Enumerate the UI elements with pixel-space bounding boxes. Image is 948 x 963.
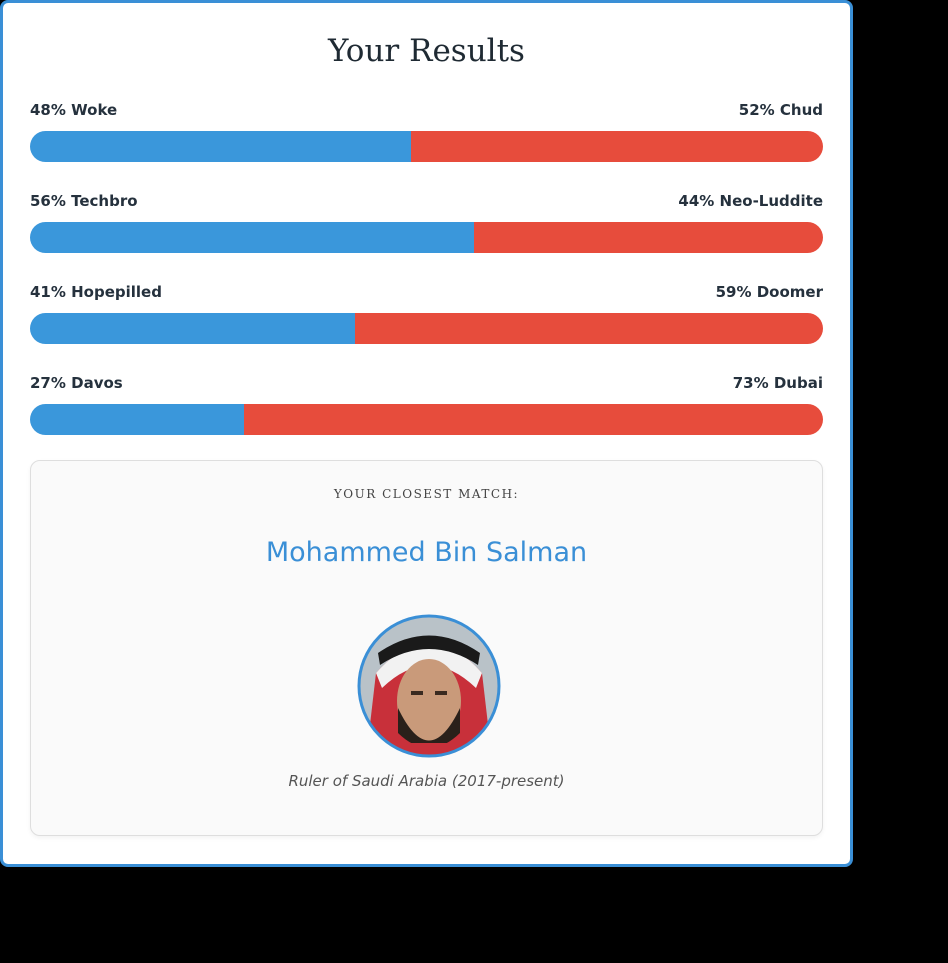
left-segment — [30, 404, 245, 435]
right-segment — [244, 404, 823, 435]
left-label: 48% Woke — [30, 101, 118, 119]
match-name: Mohammed Bin Salman — [265, 537, 588, 568]
left-label: 56% Techbro — [30, 192, 138, 210]
match-caption: Ruler of Saudi Arabia (2017-present) — [288, 772, 565, 790]
result-row: 41% Hopepilled 59% Doomer — [30, 281, 823, 372]
right-segment — [410, 131, 823, 162]
match-box: YOUR CLOSEST MATCH: Mohammed Bin Salman … — [30, 460, 823, 836]
title: Your Results — [328, 33, 525, 69]
result-row: 56% Techbro 44% Neo-Luddite — [30, 190, 823, 281]
result-labels: 41% Hopepilled 59% Doomer — [30, 281, 823, 303]
right-segment — [355, 313, 823, 344]
result-row: 27% Davos 73% Dubai — [30, 372, 823, 463]
result-labels: 48% Woke 52% Chud — [30, 99, 823, 121]
result-bar — [30, 404, 823, 435]
result-bar — [30, 313, 823, 344]
left-segment — [30, 222, 475, 253]
results-list: 48% Woke 52% Chud 56% Techbro 44% Neo-Luddi… — [30, 99, 823, 463]
result-labels: 27% Davos 73% Dubai — [30, 372, 823, 394]
left-label: 27% Davos — [30, 374, 123, 392]
result-labels: 56% Techbro 44% Neo-Luddite — [30, 190, 823, 212]
right-label: 59% Doomer — [715, 283, 823, 301]
left-segment — [30, 313, 356, 344]
right-label: 44% Neo-Luddite — [678, 192, 823, 210]
results-card: Your Results 48% Woke 52% Chud 56% Techbro… — [0, 0, 853, 867]
left-label: 41% Hopepilled — [30, 283, 162, 301]
right-label: 52% Chud — [738, 101, 823, 119]
result-bar — [30, 131, 823, 162]
match-label: YOUR CLOSEST MATCH: — [333, 487, 520, 501]
result-bar — [30, 222, 823, 253]
left-segment — [30, 131, 411, 162]
right-label: 73% Dubai — [732, 374, 823, 392]
result-row: 48% Woke 52% Chud — [30, 99, 823, 190]
portrait — [357, 614, 501, 758]
right-segment — [474, 222, 823, 253]
